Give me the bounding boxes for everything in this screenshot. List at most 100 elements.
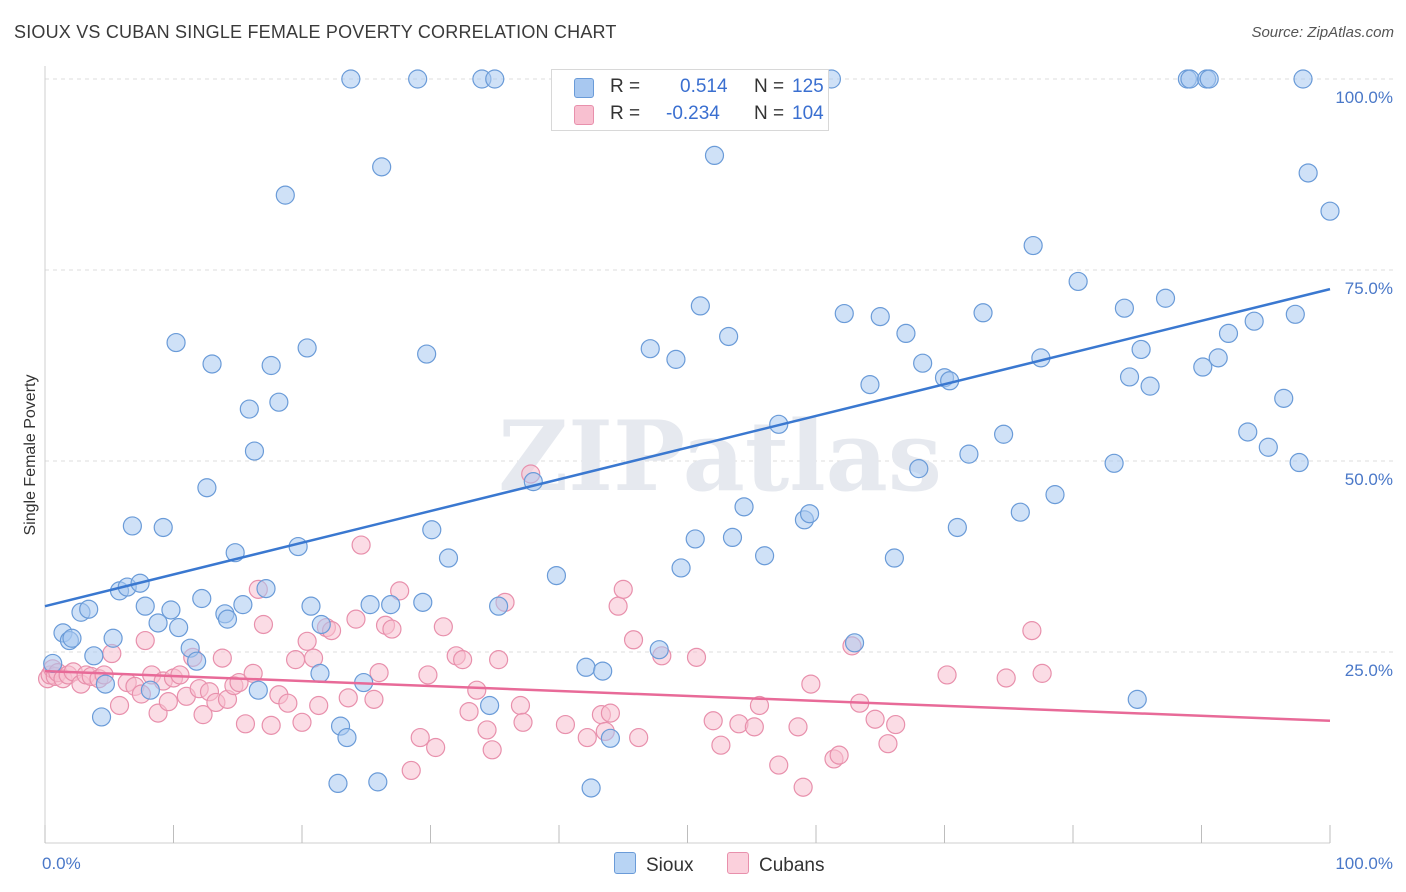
data-point bbox=[292, 712, 312, 732]
y-axis-label: Single Female Poverty bbox=[22, 375, 39, 536]
data-point bbox=[729, 714, 749, 734]
data-point bbox=[546, 565, 567, 586]
data-point bbox=[685, 529, 705, 549]
data-point bbox=[301, 596, 321, 616]
data-point bbox=[261, 355, 281, 376]
data-point bbox=[135, 630, 155, 651]
data-point bbox=[297, 631, 317, 651]
sioux-series bbox=[43, 69, 1340, 798]
data-point bbox=[413, 592, 433, 612]
data-point bbox=[217, 609, 238, 629]
legend-swatch-sioux bbox=[574, 78, 594, 98]
data-point bbox=[422, 520, 442, 540]
data-point bbox=[937, 665, 957, 685]
data-point bbox=[135, 596, 155, 616]
data-point bbox=[360, 595, 380, 615]
data-point bbox=[555, 714, 576, 735]
data-point bbox=[261, 715, 281, 735]
data-point bbox=[410, 727, 430, 748]
data-point bbox=[43, 653, 63, 674]
data-point bbox=[577, 727, 597, 748]
data-point bbox=[239, 399, 259, 419]
data-point bbox=[372, 157, 392, 177]
y-tick-label: 50.0% bbox=[1345, 470, 1393, 489]
data-point bbox=[192, 588, 212, 609]
data-point bbox=[244, 441, 265, 461]
data-point bbox=[1320, 201, 1340, 221]
data-point bbox=[510, 695, 531, 716]
data-point bbox=[337, 727, 357, 748]
data-point bbox=[1244, 311, 1264, 331]
data-point bbox=[459, 701, 479, 722]
data-point bbox=[744, 717, 764, 737]
data-point bbox=[233, 595, 253, 615]
data-point bbox=[109, 695, 130, 716]
data-point bbox=[453, 650, 473, 670]
data-point bbox=[187, 651, 207, 671]
bottom-legend-label: Sioux bbox=[646, 855, 694, 876]
data-point bbox=[865, 709, 885, 729]
data-point bbox=[477, 720, 497, 740]
data-point bbox=[482, 740, 502, 760]
data-point bbox=[212, 648, 232, 668]
sioux-trend-line bbox=[44, 287, 1331, 608]
data-point bbox=[754, 546, 775, 566]
data-point bbox=[896, 323, 916, 344]
data-point bbox=[1208, 348, 1228, 368]
data-point bbox=[1155, 288, 1176, 308]
data-point bbox=[256, 578, 276, 599]
data-point bbox=[1032, 663, 1052, 683]
data-point bbox=[1285, 304, 1305, 324]
data-point bbox=[153, 517, 173, 538]
data-point bbox=[1045, 485, 1065, 505]
data-point bbox=[1114, 298, 1135, 318]
data-point bbox=[426, 737, 446, 758]
data-point bbox=[909, 459, 929, 479]
data-point bbox=[1010, 502, 1030, 522]
data-point bbox=[996, 668, 1016, 688]
legend-r-value: 0.514 bbox=[680, 76, 728, 97]
data-point bbox=[844, 633, 865, 653]
data-point bbox=[576, 657, 596, 677]
data-point bbox=[870, 307, 890, 327]
data-point bbox=[734, 497, 754, 517]
bottom-legend-label: Cubans bbox=[759, 855, 825, 876]
data-point bbox=[1023, 235, 1043, 256]
data-point bbox=[351, 535, 371, 555]
data-point bbox=[253, 614, 274, 635]
data-point bbox=[408, 69, 428, 89]
data-point bbox=[401, 760, 421, 781]
data-point bbox=[690, 296, 710, 316]
data-point bbox=[793, 777, 813, 797]
data-point bbox=[581, 778, 601, 798]
data-point bbox=[1127, 689, 1147, 709]
data-point bbox=[95, 674, 115, 694]
data-point bbox=[884, 548, 904, 568]
axes bbox=[44, 66, 1331, 844]
data-point bbox=[719, 326, 739, 347]
source-label: Source: ZipAtlas.com bbox=[1251, 24, 1394, 41]
data-point bbox=[886, 714, 906, 735]
data-point bbox=[799, 504, 820, 524]
data-point bbox=[1289, 452, 1309, 473]
data-point bbox=[686, 647, 707, 667]
data-point bbox=[480, 695, 500, 716]
data-point bbox=[1104, 453, 1124, 473]
trend-lines bbox=[44, 287, 1331, 723]
data-point bbox=[79, 599, 99, 619]
data-point bbox=[1258, 437, 1278, 457]
bottom-legend-sioux: Sioux bbox=[614, 852, 694, 877]
y-tick-labels: 25.0% 50.0% 75.0% 100.0% bbox=[1335, 88, 1393, 680]
data-point bbox=[248, 680, 268, 700]
data-point bbox=[1199, 69, 1219, 89]
data-point bbox=[704, 145, 725, 165]
data-point bbox=[297, 338, 317, 358]
data-point bbox=[91, 707, 112, 727]
data-point bbox=[1238, 422, 1258, 442]
data-point bbox=[368, 772, 388, 792]
data-point bbox=[600, 703, 621, 723]
data-point bbox=[390, 581, 410, 601]
data-point bbox=[346, 609, 366, 629]
legend-r-value: -0.234 bbox=[666, 103, 720, 124]
